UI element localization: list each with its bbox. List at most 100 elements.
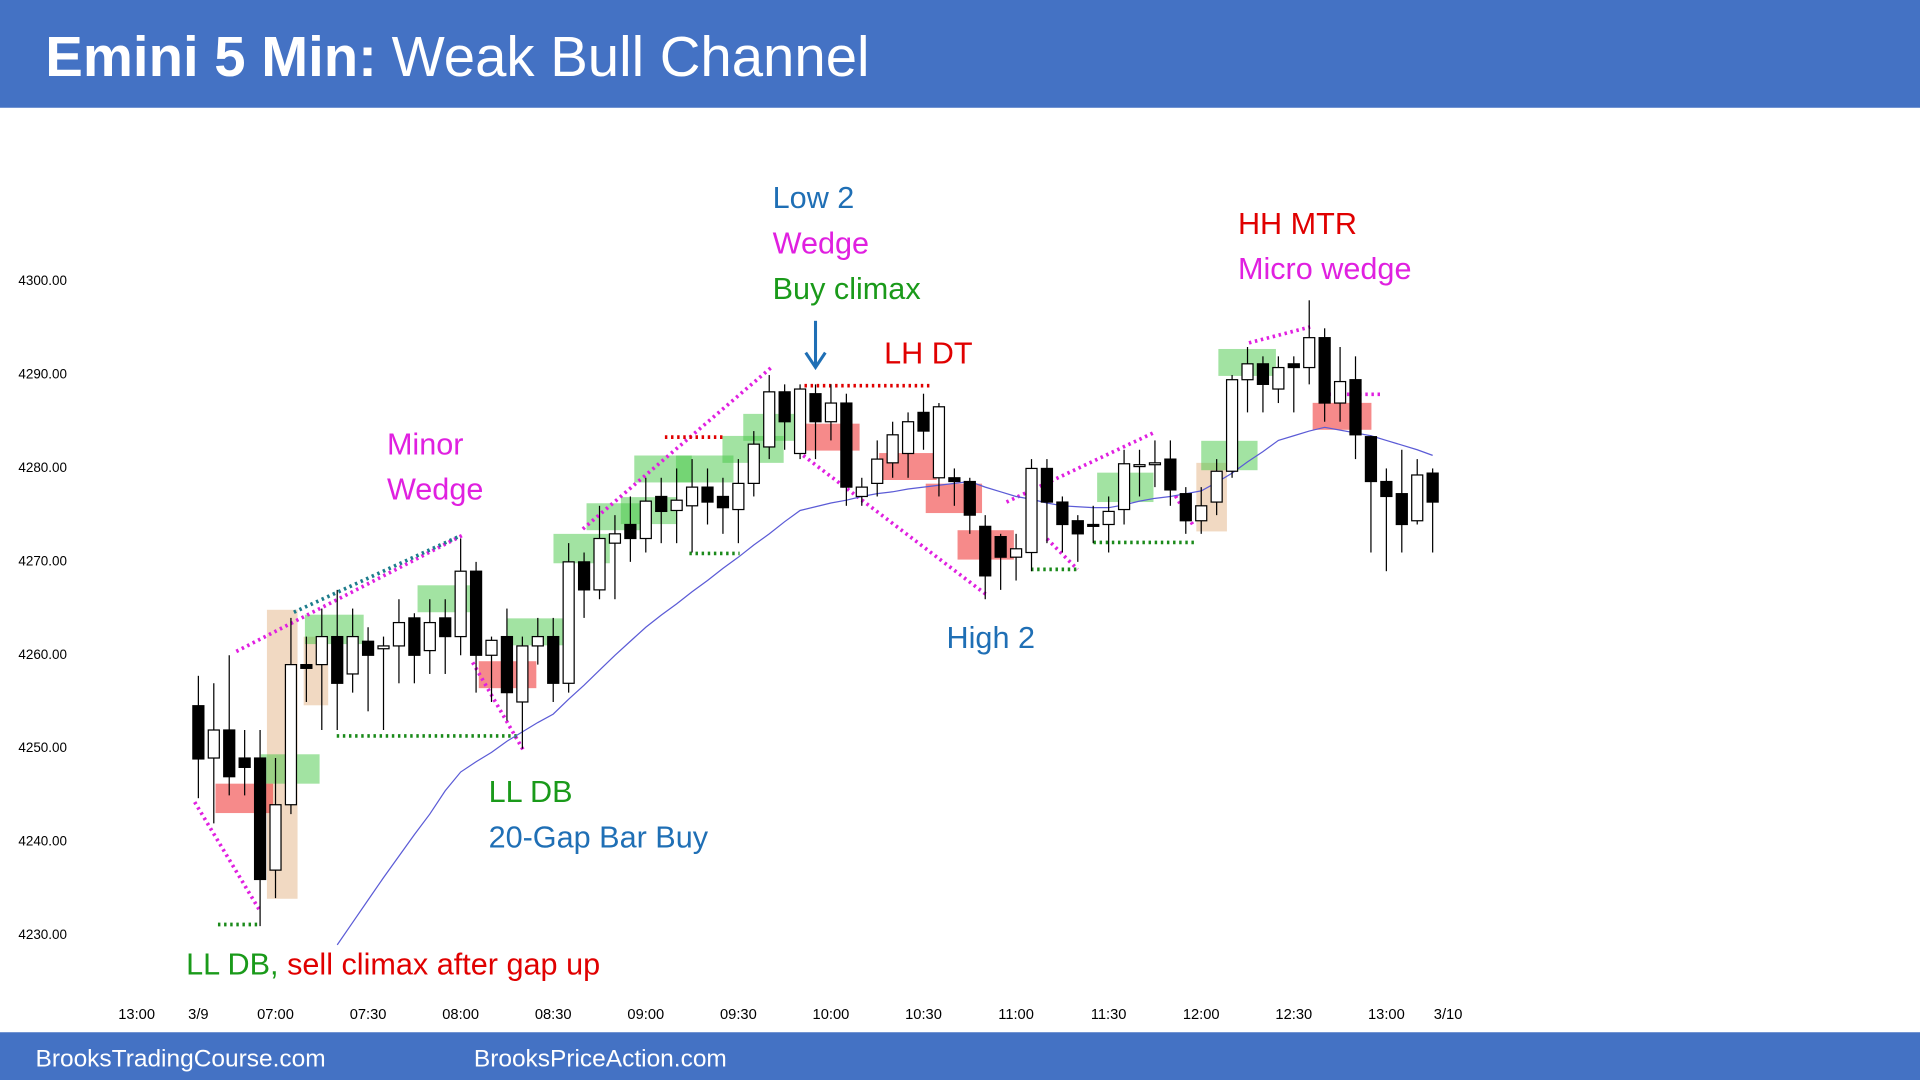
footer-text: BrooksPriceAction.com — [474, 1046, 727, 1073]
candle-body — [809, 393, 822, 423]
footer-band — [0, 1032, 1920, 1080]
candle-body — [1272, 366, 1285, 390]
candle-body — [454, 570, 467, 638]
annotation: HH MTR — [1238, 207, 1357, 241]
x-tick-label: 13:00 — [1368, 1007, 1405, 1023]
candle-body — [608, 533, 622, 544]
candle-body — [685, 486, 699, 507]
candle-body — [994, 536, 1007, 558]
y-tick-label: 4240.00 — [18, 834, 67, 849]
x-tick-label: 3/10 — [1434, 1007, 1463, 1023]
candle-body — [886, 434, 899, 464]
candle-body — [701, 486, 714, 503]
candle-body — [1333, 380, 1347, 404]
candle-body — [284, 663, 298, 806]
annotation: 20-Gap Bar Buy — [489, 820, 709, 854]
candle-body — [1056, 501, 1069, 526]
candle-body — [917, 411, 930, 432]
x-tick-label: 11:00 — [998, 1007, 1034, 1023]
trend-line — [802, 454, 989, 597]
candle-body — [485, 639, 498, 656]
annotation: Wedge — [387, 473, 483, 507]
footer-text: BrooksTradingCourse.com — [36, 1046, 326, 1073]
header-band — [0, 0, 1920, 108]
candle-body — [1256, 363, 1270, 385]
candle-body — [1133, 464, 1146, 468]
candle-body — [207, 729, 220, 759]
candle-body — [516, 645, 529, 703]
candle-body — [1395, 493, 1408, 526]
title-text: Weak Bull Channel — [392, 25, 870, 88]
candle-body — [778, 391, 791, 423]
annotation: Micro wedge — [1238, 252, 1412, 286]
y-tick-label: 4290.00 — [18, 367, 67, 382]
annotation-part: LL DB, — [186, 948, 278, 982]
x-tick-label: 10:30 — [905, 1007, 942, 1023]
chart-title: Emini 5 Min: Weak Bull Channel — [45, 25, 869, 88]
candle-body — [1071, 520, 1084, 535]
candle-body — [192, 705, 205, 760]
candle-body — [331, 635, 344, 684]
x-tick-label: 10:00 — [813, 1007, 850, 1023]
candle-body — [1210, 470, 1223, 503]
candle-body — [423, 621, 436, 652]
candle-body — [315, 635, 328, 666]
annotation: Buy climax — [773, 272, 921, 306]
y-tick-label: 4260.00 — [18, 647, 67, 662]
candle-body — [253, 757, 267, 881]
x-tick-label: 09:30 — [720, 1007, 757, 1023]
candle-body — [948, 477, 961, 483]
candle-body — [269, 804, 282, 871]
candle-body — [655, 495, 668, 513]
x-tick-label: 3/9 — [188, 1007, 208, 1023]
candle-body — [1009, 548, 1023, 558]
candle-body — [300, 663, 313, 669]
candle-body — [346, 635, 359, 675]
annotation: LH DT — [884, 337, 972, 371]
candle-body — [500, 635, 514, 694]
candle-body — [439, 617, 452, 638]
x-tick-label: 11:30 — [1091, 1007, 1127, 1023]
candle-body — [469, 570, 483, 656]
candle-body — [1426, 472, 1439, 503]
candle-body — [1195, 505, 1208, 522]
candle-body — [824, 402, 838, 423]
candle-body — [1225, 379, 1239, 472]
annotations: Low 2 Wedge Buy climax LH DT HH MTR Micr… — [186, 181, 1411, 982]
trend-line — [1248, 325, 1311, 345]
candle-body — [639, 500, 652, 540]
candle-body — [361, 640, 375, 656]
candle-body — [624, 523, 637, 540]
candle-body — [1241, 363, 1254, 381]
trend-line — [1045, 537, 1079, 571]
candle-body — [840, 402, 853, 488]
annotation: Low 2 — [773, 181, 855, 215]
x-tick-label: 12:30 — [1275, 1007, 1312, 1023]
candle-body — [963, 480, 976, 516]
y-tick-label: 4300.00 — [18, 273, 67, 288]
trend-line — [1005, 430, 1156, 504]
candle-body — [1179, 493, 1192, 522]
candle-body — [979, 525, 992, 577]
candle-body — [732, 482, 745, 511]
candle-body — [531, 635, 544, 647]
x-tick-label: 08:00 — [442, 1007, 479, 1023]
annotation: Wedge — [773, 226, 869, 260]
x-tick-label: 12:00 — [1183, 1007, 1220, 1023]
candle-body — [1411, 474, 1424, 522]
moving-average — [336, 426, 1433, 946]
candle-body — [1349, 379, 1362, 436]
plot: 4230.00 4240.00 4250.00 4260.00 4270.00 4280.… — [18, 273, 1462, 1023]
y-tick-label: 4270.00 — [18, 553, 67, 568]
candle-body — [1318, 337, 1331, 404]
title-prefix: Emini 5 Min: — [45, 25, 377, 88]
x-tick-label: 09:00 — [627, 1007, 664, 1023]
candle-body — [577, 561, 591, 591]
x-tick-label: 08:30 — [535, 1007, 572, 1023]
annotation-part: sell climax after gap up — [279, 948, 601, 982]
candle-body — [1087, 523, 1100, 527]
x-tick-label: 07:00 — [257, 1007, 294, 1023]
arrow-head — [804, 351, 827, 371]
candle-body — [562, 561, 575, 684]
